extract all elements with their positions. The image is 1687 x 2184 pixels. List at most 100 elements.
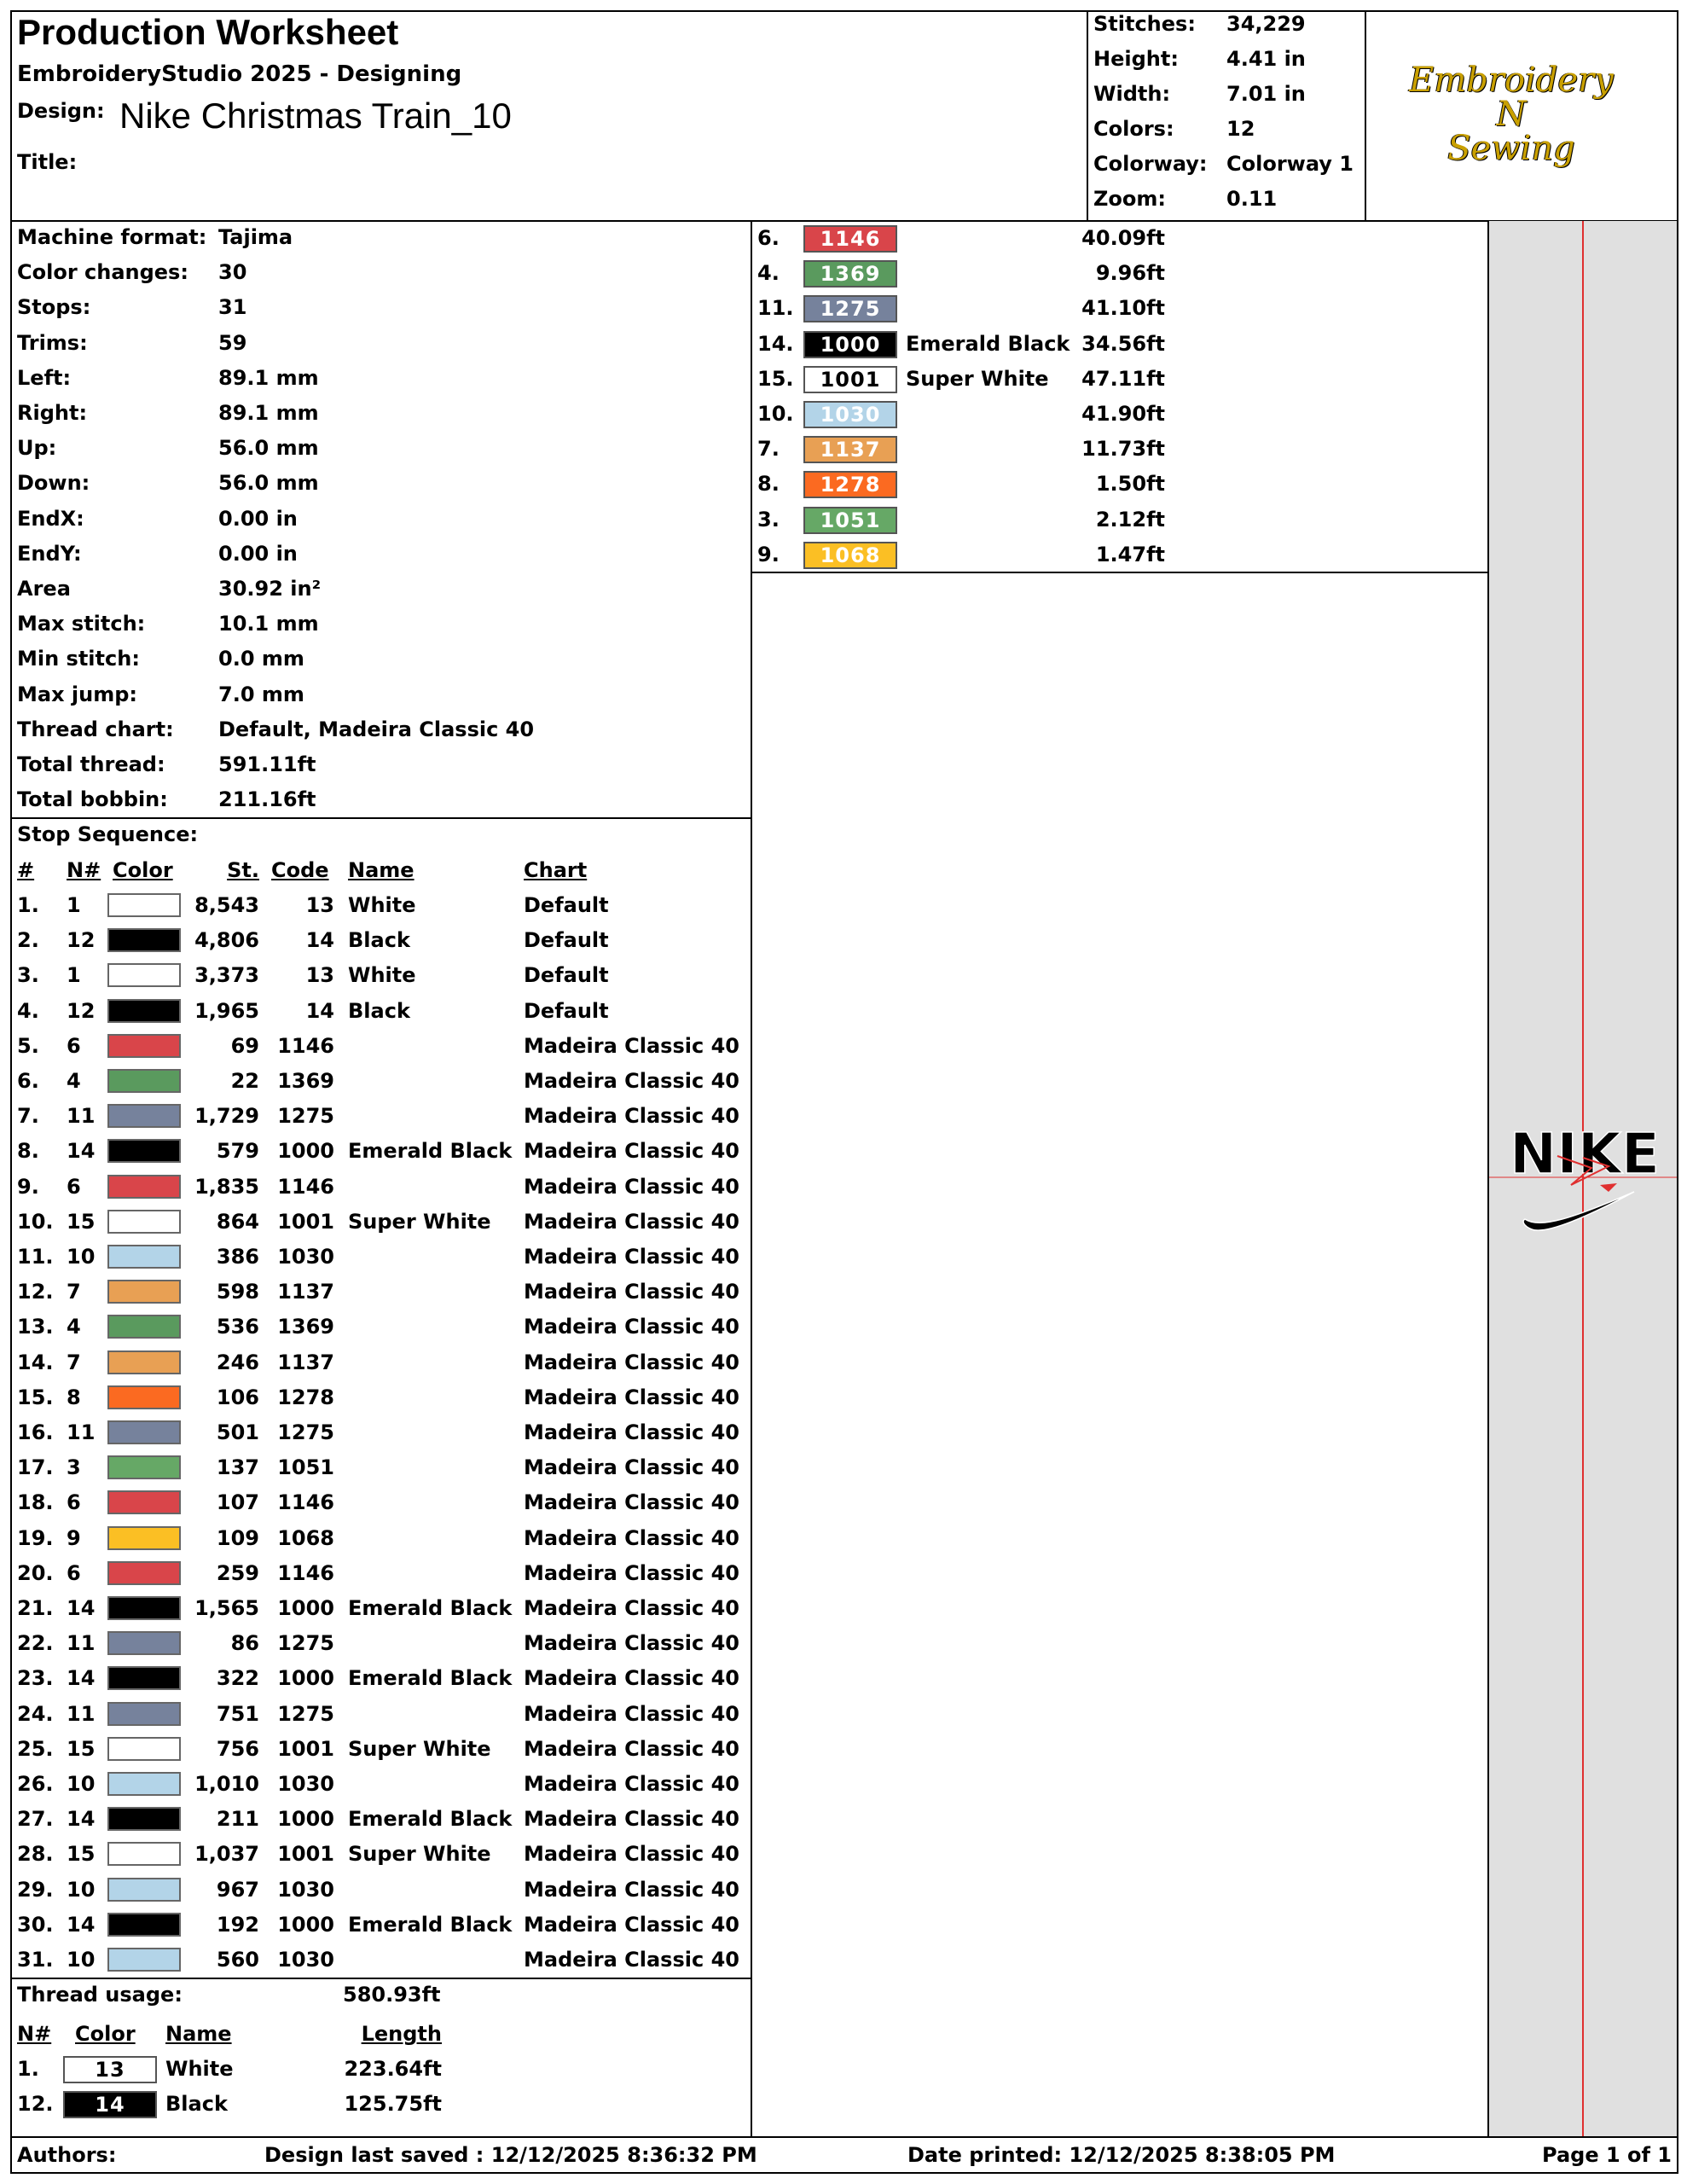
color-swatch xyxy=(107,1772,181,1796)
col-color: Color xyxy=(113,858,173,882)
thread-length: 41.10ft xyxy=(1081,296,1165,321)
thread-list-row: 7. 1137 11.73ft xyxy=(751,432,1487,467)
stop-index: 30. xyxy=(17,1912,54,1937)
stop-row: 19. 9 109 1068 Madeira Classic 40 xyxy=(0,1521,751,1556)
stat-label: Zoom: xyxy=(1093,187,1166,211)
title-label: Title: xyxy=(17,150,78,174)
thread-code-swatch: 1051 xyxy=(803,506,897,534)
stop-index: 3. xyxy=(17,963,39,988)
spec-label: Left: xyxy=(17,365,72,390)
spec-value: 30.92 in² xyxy=(218,577,322,601)
stop-index: 29. xyxy=(17,1877,54,1902)
thread-list-row: 9. 1068 1.47ft xyxy=(751,537,1487,572)
thread-name: White xyxy=(348,963,416,988)
thread-chart: Madeira Classic 40 xyxy=(524,1666,739,1691)
thread-chart: Madeira Classic 40 xyxy=(524,1033,739,1058)
needle-number: 11 xyxy=(67,1631,96,1656)
stitch-count: 259 xyxy=(216,1560,259,1585)
design-label: Design: xyxy=(17,99,105,123)
thread-name: Black xyxy=(348,928,410,953)
thread-code: 1369 xyxy=(277,1069,334,1093)
color-swatch xyxy=(107,1104,181,1129)
stitch-count: 69 xyxy=(230,1033,259,1058)
spec-label: Max jump: xyxy=(17,682,138,706)
thread-code: 1001 xyxy=(277,1842,334,1867)
spec-label: Right: xyxy=(17,401,88,425)
col-st: St. xyxy=(227,858,259,882)
stat-value: 12 xyxy=(1226,117,1255,141)
stat-value: 0.11 xyxy=(1226,187,1278,211)
stop-index: 9. xyxy=(17,1174,39,1199)
stop-index: 14. xyxy=(17,1350,54,1374)
thread-chart: Madeira Classic 40 xyxy=(524,1420,739,1444)
usage-color-swatch: 13 xyxy=(63,2056,157,2083)
needle-number: 11 xyxy=(67,1420,96,1444)
thread-code-swatch: 1369 xyxy=(803,260,897,288)
needle-number: 6 xyxy=(67,1560,81,1585)
needle-number: 4 xyxy=(67,1315,81,1339)
stitch-count: 106 xyxy=(216,1385,259,1409)
color-swatch xyxy=(107,1420,181,1444)
thread-code-swatch: 1275 xyxy=(803,295,897,323)
stop-index: 15. xyxy=(17,1385,54,1409)
needle-number: 10 xyxy=(67,1772,96,1796)
stop-index: 24. xyxy=(17,1701,54,1726)
thread-list-divider xyxy=(751,572,1489,573)
design-preview: NIKE xyxy=(1489,221,1677,2137)
thread-needle: 11. xyxy=(757,296,794,321)
thread-chart: Default xyxy=(524,928,609,953)
stitch-count: 579 xyxy=(216,1139,259,1164)
needle-number: 6 xyxy=(67,1033,81,1058)
thread-length: 40.09ft xyxy=(1081,226,1165,250)
header-stats-divider xyxy=(1087,10,1088,222)
stop-row: 17. 3 137 1051 Madeira Classic 40 xyxy=(0,1450,751,1485)
stat-value: 7.01 in xyxy=(1226,82,1306,106)
footer-divider xyxy=(10,2136,1678,2138)
stitch-count: 864 xyxy=(216,1209,259,1234)
needle-number: 15 xyxy=(67,1736,96,1761)
stitch-path-icon xyxy=(1557,1155,1611,1186)
stat-value: 4.41 in xyxy=(1226,47,1306,71)
spec-value: 0.0 mm xyxy=(218,647,304,671)
stop-index: 21. xyxy=(17,1596,54,1620)
stop-row: 7. 11 1,729 1275 Madeira Classic 40 xyxy=(0,1099,751,1134)
stop-index: 28. xyxy=(17,1842,54,1867)
thread-code: 1275 xyxy=(277,1420,334,1444)
spec-value: 0.00 in xyxy=(218,506,298,531)
stop-row: 12. 7 598 1137 Madeira Classic 40 xyxy=(0,1275,751,1310)
stop-row: 18. 6 107 1146 Madeira Classic 40 xyxy=(0,1485,751,1520)
stops-divider xyxy=(10,1978,752,1979)
spec-label: Total bobbin: xyxy=(17,787,168,812)
stitch-count: 751 xyxy=(216,1701,259,1726)
thread-chart: Madeira Classic 40 xyxy=(524,1772,739,1796)
thread-chart: Madeira Classic 40 xyxy=(524,1596,739,1620)
stat-label: Colors: xyxy=(1093,117,1174,141)
stop-index: 17. xyxy=(17,1455,54,1480)
stop-index: 19. xyxy=(17,1525,54,1550)
color-swatch xyxy=(107,1631,181,1656)
spec-label: Thread chart: xyxy=(17,717,174,741)
needle-number: 14 xyxy=(67,1807,96,1832)
stitch-count: 1,037 xyxy=(194,1842,259,1867)
thread-code: 1146 xyxy=(277,1560,334,1585)
thread-chart: Madeira Classic 40 xyxy=(524,1560,739,1585)
thread-length: 41.90ft xyxy=(1081,402,1165,426)
stop-index: 16. xyxy=(17,1420,54,1444)
thread-chart: Madeira Classic 40 xyxy=(524,1490,739,1515)
color-swatch xyxy=(107,1596,181,1620)
stitch-count: 1,729 xyxy=(194,1104,259,1129)
design-preview-canvas: NIKE xyxy=(1489,221,1677,2137)
spec-value: Default, Madeira Classic 40 xyxy=(218,717,535,741)
thread-chart: Default xyxy=(524,893,609,917)
stitch-count: 4,806 xyxy=(194,928,259,953)
stop-index: 27. xyxy=(17,1807,54,1832)
color-swatch xyxy=(107,1385,181,1409)
col-code: Code xyxy=(271,858,329,882)
thread-code: 1001 xyxy=(277,1209,334,1234)
stitch-count: 211 xyxy=(216,1807,259,1832)
thread-chart: Madeira Classic 40 xyxy=(524,1525,739,1550)
spec-label: Up: xyxy=(17,436,57,461)
spec-label: Color changes: xyxy=(17,260,188,285)
thread-name: Super White xyxy=(348,1842,491,1867)
thread-name: Emerald Black xyxy=(348,1912,513,1937)
